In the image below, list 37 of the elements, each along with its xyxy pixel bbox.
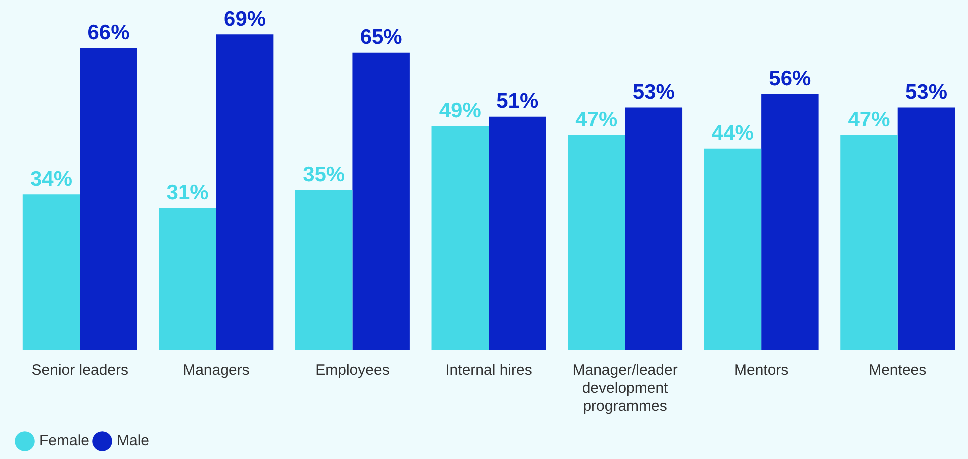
bar: [159, 208, 216, 350]
data-label: 65%: [360, 26, 403, 50]
bar: [216, 34, 274, 350]
data-label: 44%: [712, 122, 754, 146]
data-label: 56%: [769, 67, 812, 90]
bar: [898, 108, 956, 350]
bar: [489, 116, 546, 350]
data-label: 34%: [30, 168, 73, 191]
bar: [840, 135, 898, 350]
bar: [568, 135, 626, 350]
data-label: 66%: [88, 22, 130, 45]
data-label: 35%: [303, 163, 346, 186]
data-label: 47%: [576, 108, 618, 132]
legend-label: Male: [117, 432, 150, 450]
data-label: 49%: [439, 99, 482, 122]
bar: [22, 194, 80, 350]
bar: [704, 148, 762, 350]
bar: [295, 190, 353, 350]
bar: [352, 52, 410, 350]
data-label: 47%: [848, 108, 891, 132]
x-tick-label: Manager/leader development programmes: [572, 362, 678, 416]
data-label: 31%: [166, 182, 210, 205]
bar: [432, 126, 489, 350]
bar: [762, 94, 819, 350]
x-tick-label: Internal hires: [446, 362, 532, 380]
data-label: 69%: [224, 8, 266, 31]
x-tick-label: Managers: [183, 362, 250, 380]
x-tick-label: Mentees: [869, 362, 927, 380]
x-tick-label: Mentors: [734, 362, 789, 380]
bar: [80, 48, 138, 350]
x-tick-label: Employees: [316, 362, 390, 380]
data-label: 53%: [905, 81, 948, 104]
bar: [625, 108, 683, 350]
x-tick-label: Senior leaders: [32, 362, 129, 380]
data-label: 53%: [632, 81, 676, 104]
legend-label: Female: [40, 432, 90, 450]
data-label: 51%: [496, 90, 539, 114]
